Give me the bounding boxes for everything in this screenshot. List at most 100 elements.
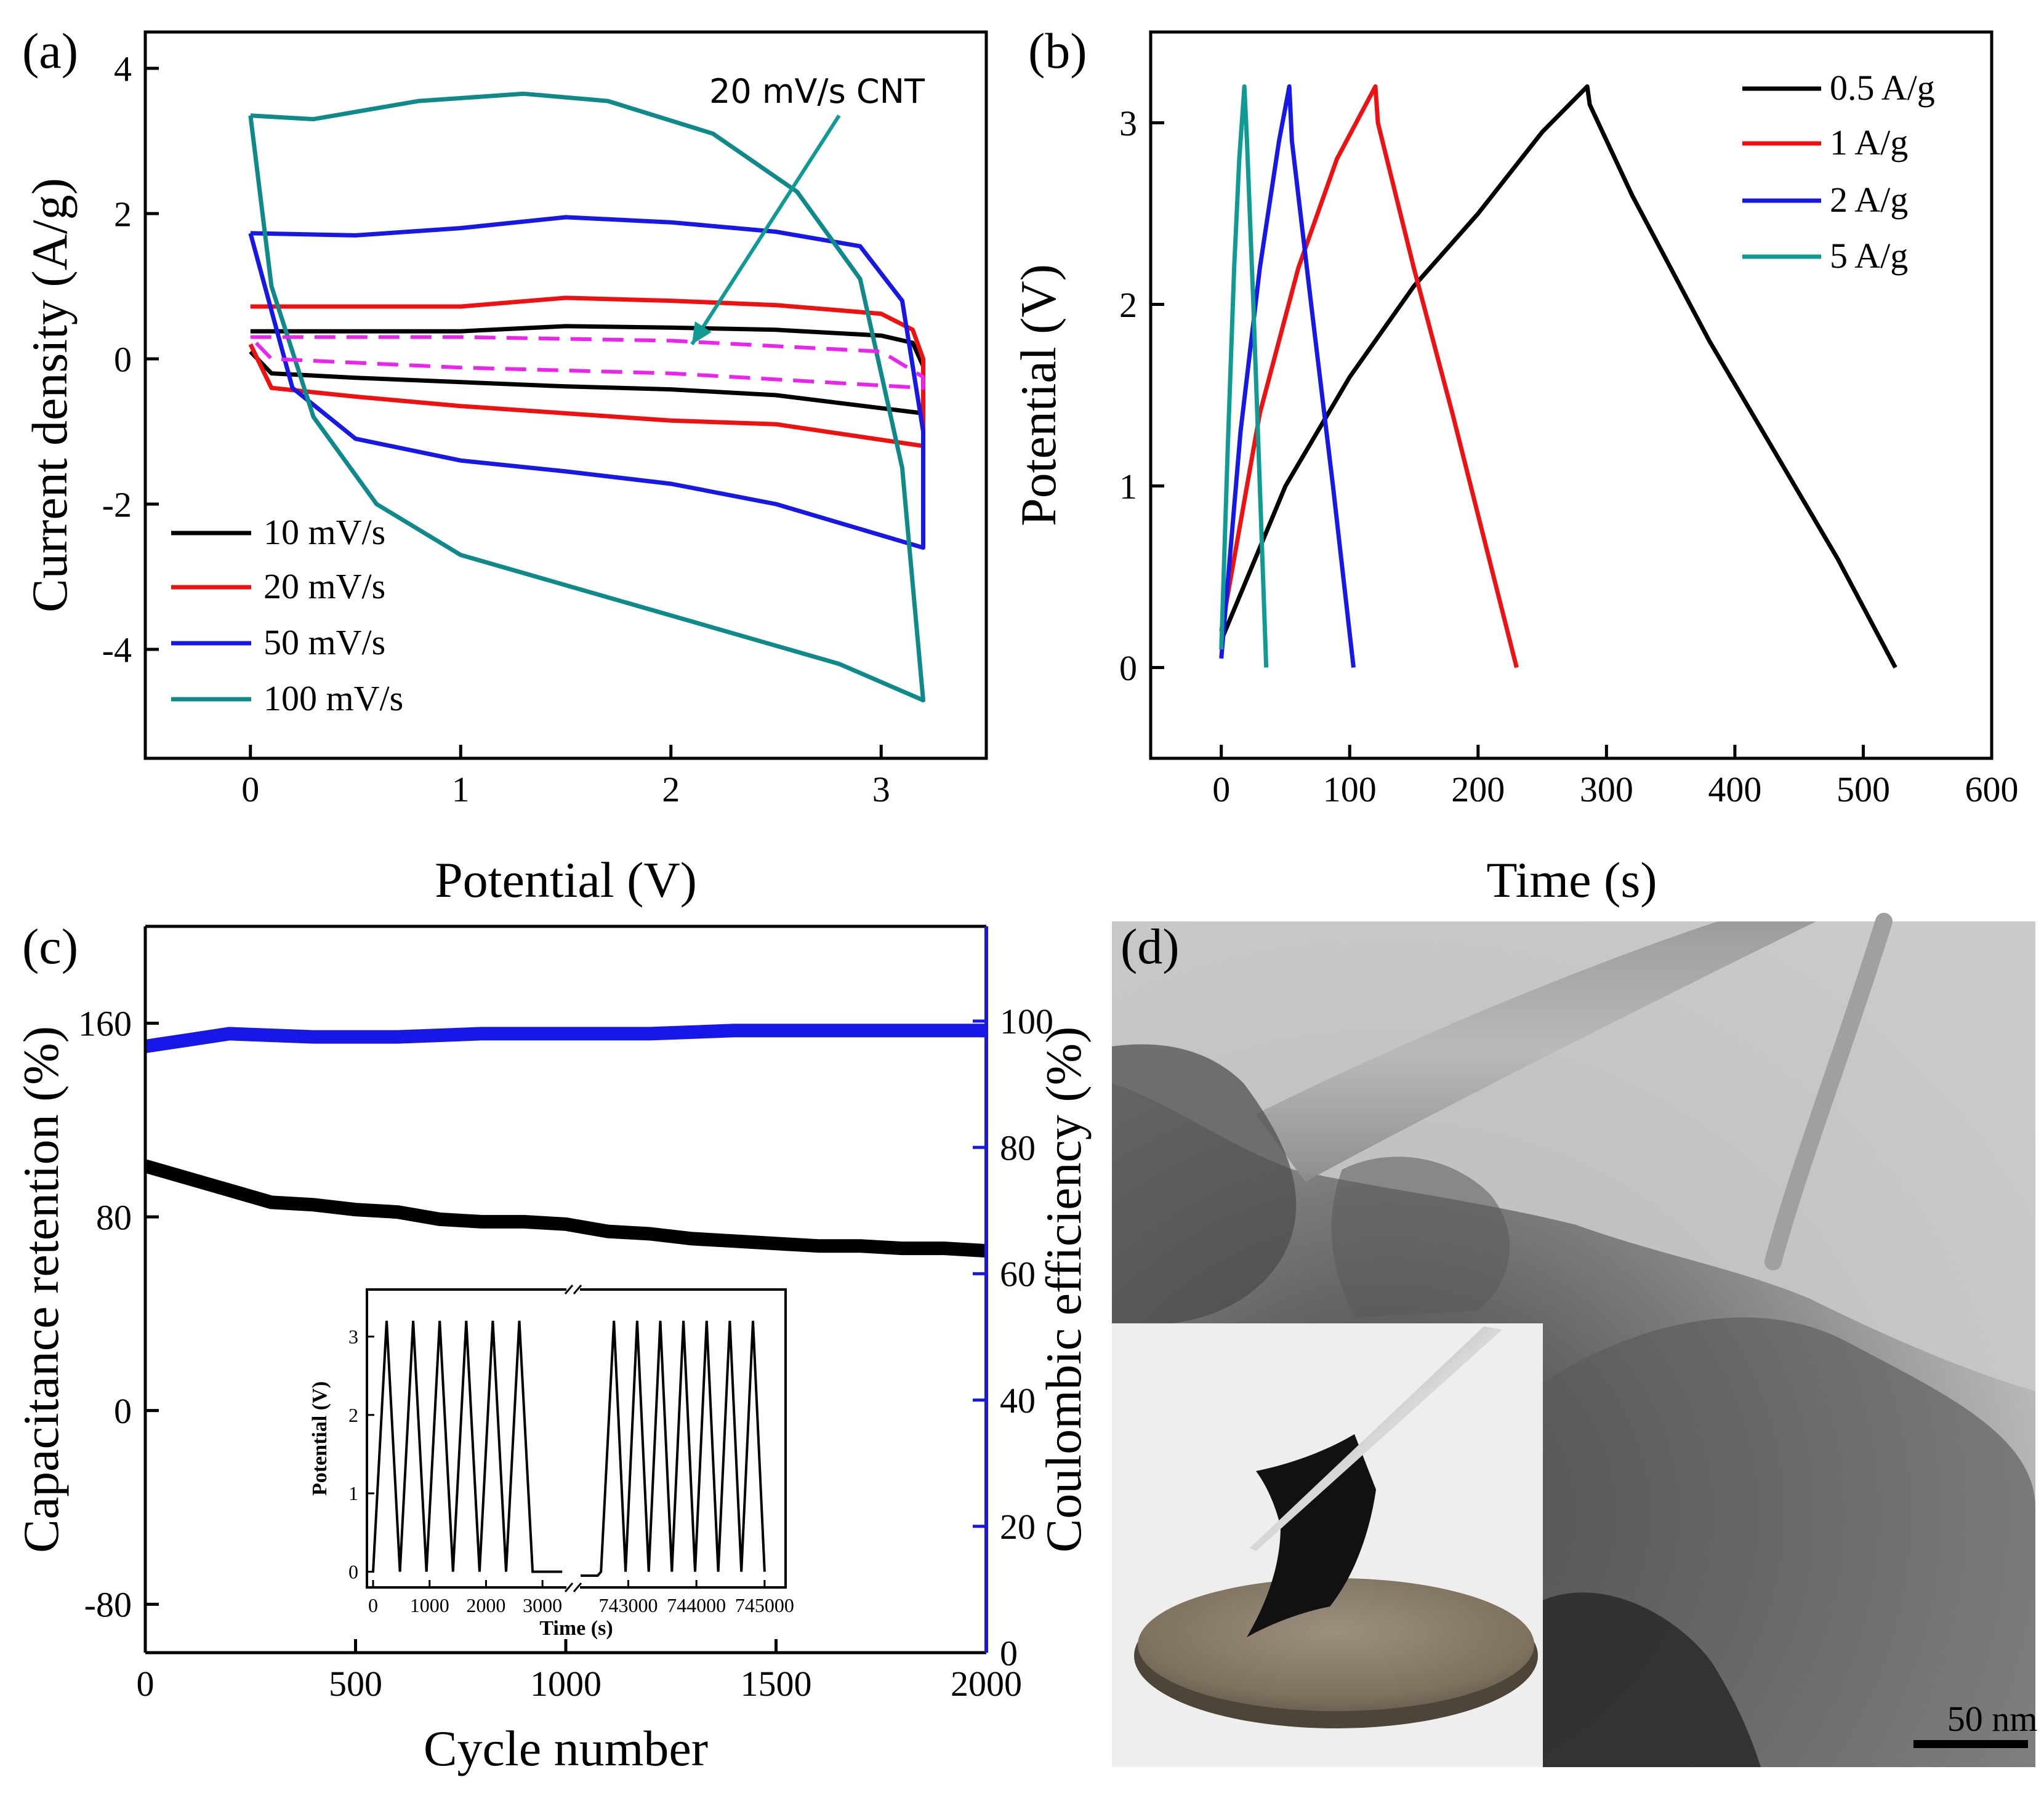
inset-frame — [366, 1288, 787, 1589]
panel-a-ylabel: Current density (A/g) — [22, 178, 78, 612]
panel-a-y-tick-label: 4 — [114, 49, 132, 89]
panel-c-y-tick-label: 0 — [114, 1391, 132, 1431]
panel-c-xlabel: Cycle number — [424, 1720, 708, 1776]
panel-a-curves — [248, 91, 925, 703]
inset-axis-ticks: 0 1000 2000 3000 743000 744000 745000 0 1 2 3 — [348, 1325, 794, 1616]
panel-c-x-tick-label: 1000 — [530, 1664, 602, 1704]
coulombic-efficiency-series — [145, 1024, 986, 1053]
panel-b-label: (b) — [1028, 23, 1087, 79]
gcd-curve-0-5-a-g — [1219, 84, 1897, 669]
cnt-annotation-arrowhead — [691, 321, 712, 345]
inset-gcd-trace-end — [581, 1320, 766, 1577]
panel-a-label: (a) — [22, 23, 78, 79]
panel-c-x-tick-label: 1500 — [741, 1664, 812, 1704]
cv-loop-100-mv-s — [248, 91, 925, 703]
legend-label-50mvs: 50 mV/s — [264, 622, 385, 662]
cnt-annotation-label: 20 mV/s CNT — [709, 72, 925, 111]
tem-background-region — [1112, 921, 2035, 1391]
panel-b-x-tick-label: 100 — [1323, 769, 1377, 809]
metal-disc — [1138, 1578, 1534, 1711]
inset-gcd-trace-start — [372, 1320, 563, 1573]
panel-c-y2-tick-label: 0 — [1000, 1633, 1018, 1673]
panel-c-y-tick-label: 80 — [96, 1197, 132, 1237]
scale-bar — [1913, 1740, 2028, 1748]
inset-y-tick-label: 2 — [348, 1404, 358, 1426]
panel-b-x-tick-label: 300 — [1580, 769, 1633, 809]
legend-label-2ag: 2 A/g — [1830, 180, 1908, 220]
inset-x-tick-label: 2000 — [466, 1594, 505, 1616]
inset-xlabel: Time (s) — [539, 1617, 613, 1640]
capacitance-retention-series — [145, 1159, 986, 1258]
legend-label-05ag: 0.5 A/g — [1830, 68, 1935, 108]
panel-c-y-tick-label: -80 — [84, 1585, 132, 1625]
panel-b-x-tick-label: 400 — [1708, 769, 1761, 809]
scale-bar-label: 50 nm — [1947, 1699, 2038, 1739]
panel-b-y-tick-label: 1 — [1119, 467, 1137, 507]
panel-c-y2-tick-label: 60 — [1000, 1254, 1036, 1294]
panel-c-y-tick-label: 160 — [78, 1004, 132, 1044]
panel-d-label: (d) — [1121, 918, 1180, 974]
panel-b-x-tick-label: 600 — [1965, 769, 2019, 809]
panel-c-curves — [145, 1024, 986, 1258]
panel-c-y2-tick-label: 40 — [1000, 1381, 1036, 1421]
panel-a-y-tick-label: 0 — [114, 339, 132, 379]
panel-b-y-tick-label: 2 — [1119, 285, 1137, 325]
cnt-annotation-arrow — [690, 114, 841, 346]
panel-a-x-tick-label: 0 — [241, 769, 259, 809]
inset-y-tick-label: 0 — [348, 1561, 358, 1583]
panel-c-ylabel: Capacitance retention (%) — [13, 1026, 69, 1553]
panel-c-y2-tick-label: 80 — [1000, 1128, 1036, 1168]
legend-label-5ag: 5 A/g — [1830, 236, 1908, 276]
panel-b-x-tick-label: 500 — [1837, 769, 1890, 809]
tweezer-needle — [1250, 1326, 1502, 1551]
legend-label-1ag: 1 A/g — [1830, 122, 1908, 162]
legend-label-100mvs: 100 mV/s — [264, 678, 403, 718]
panel-a-xlabel: Potential (V) — [435, 852, 697, 908]
panel-b-y-tick-label: 3 — [1119, 103, 1137, 143]
inset-x-tick-label: 3000 — [523, 1594, 562, 1616]
panel-c-inset: 0 1000 2000 3000 743000 744000 745000 0 1 2 3 Time… — [308, 1285, 794, 1640]
panel-c-label: (c) — [22, 918, 78, 974]
panel-d-tem-image: 50 nm (d) — [1112, 913, 2038, 1767]
panel-b-plot-frame — [1149, 30, 1994, 760]
panel-c-x-tick-label: 500 — [329, 1664, 382, 1704]
panel-c-y2-tick-label: 100 — [1000, 1001, 1053, 1041]
inset-axis-break — [564, 1285, 582, 1592]
cv-loop-50-mv-s — [248, 215, 925, 550]
panel-b-x-tick-label: 0 — [1212, 769, 1230, 809]
panel-b-y-tick-label: 0 — [1119, 648, 1137, 688]
panel-a-y-tick-label: -2 — [102, 484, 132, 524]
gcd-curve-5-a-g — [1219, 84, 1269, 668]
cv-loop-20-mv-s — [248, 295, 925, 449]
panel-a-annotation: 20 mV/s CNT — [690, 72, 925, 346]
inset-curves — [372, 1320, 766, 1577]
panel-a-plot-frame — [143, 30, 988, 760]
panel-a-cv-curves: (a) 0 1 2 3 -4 -2 0 2 4 20 mV/s CNT 10 mV/s 20 m… — [22, 23, 988, 908]
cv-loop-20-mv-s-cnt — [249, 335, 925, 390]
inset-x-tick-label: 0 — [368, 1594, 378, 1616]
gcd-curve-2-a-g — [1219, 84, 1356, 668]
gcd-curve-1-a-g — [1219, 84, 1519, 668]
dark-aggregate — [1543, 1592, 1761, 1767]
panel-b-legend: 0.5 A/g 1 A/g 2 A/g 5 A/g — [1742, 68, 1935, 276]
panel-a-y-tick-label: 2 — [114, 194, 132, 234]
inset-y-tick-label: 1 — [348, 1482, 358, 1504]
panel-b-xlabel: Time (s) — [1486, 852, 1657, 908]
inset-ylabel: Potential (V) — [308, 1381, 331, 1496]
inset-y-tick-label: 3 — [348, 1325, 358, 1347]
panel-a-x-tick-label: 2 — [662, 769, 680, 809]
panel-b-ylabel: Potential (V) — [1010, 264, 1066, 526]
panel-c-y2-tick-label: 20 — [1000, 1507, 1036, 1547]
panel-c-x-tick-label: 2000 — [951, 1664, 1022, 1704]
inset-x-tick-label: 744000 — [667, 1594, 726, 1616]
panel-b-x-tick-label: 200 — [1451, 769, 1505, 809]
panel-c-x-tick-label: 0 — [137, 1664, 155, 1704]
panel-a-legend: 10 mV/s 20 mV/s 50 mV/s 100 mV/s — [171, 512, 403, 718]
panel-a-axis-ticks: 0 1 2 3 -4 -2 0 2 4 — [102, 49, 890, 809]
thin-fiber — [1764, 913, 1893, 1270]
panel-b-axis-ticks: 0 100 200 300 400 500 600 0 1 2 3 — [1119, 103, 2019, 809]
panel-b-gcd-curves: (b) 0 100 200 300 400 500 600 0 1 2 3 0.5 A/g 1 A/… — [1010, 23, 2019, 908]
graphene-flake-left — [1112, 1044, 1297, 1323]
